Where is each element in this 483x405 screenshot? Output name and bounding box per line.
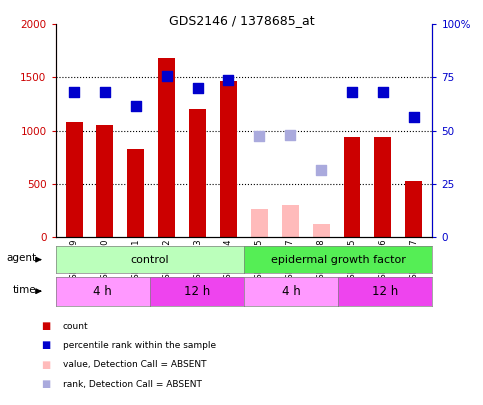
Point (70, 89, 78, 96)
Bar (158, 58, 175, 237)
Text: percentile rank within the sample: percentile rank within the sample (63, 341, 216, 350)
Point (317, 167, 325, 173)
Point (163, 73, 170, 80)
Bar (282, 205, 298, 237)
Text: GDS2146 / 1378685_at: GDS2146 / 1378685_at (169, 14, 314, 27)
Bar (66, 122, 83, 237)
Point (194, 85, 201, 91)
Bar (251, 209, 268, 237)
Point (101, 89, 109, 96)
Bar (313, 224, 329, 237)
Text: value, Detection Call = ABSENT: value, Detection Call = ABSENT (63, 360, 206, 369)
Text: control: control (130, 255, 169, 264)
Bar (128, 149, 144, 237)
Bar (405, 181, 422, 237)
Point (132, 103, 140, 109)
Text: rank, Detection Call = ABSENT: rank, Detection Call = ABSENT (63, 380, 202, 389)
Text: ■: ■ (41, 321, 50, 331)
Text: ■: ■ (41, 360, 50, 370)
Text: agent: agent (6, 253, 37, 263)
Bar (97, 125, 114, 237)
Point (256, 133, 263, 139)
Point (286, 132, 294, 138)
Text: ■: ■ (41, 379, 50, 389)
Text: 12 h: 12 h (372, 285, 398, 298)
Text: epidermal growth factor: epidermal growth factor (270, 255, 406, 264)
Point (225, 76, 232, 83)
Text: 12 h: 12 h (184, 285, 210, 298)
Point (379, 89, 387, 96)
Bar (189, 109, 206, 237)
Text: 4 h: 4 h (93, 285, 112, 298)
Point (348, 89, 356, 96)
Bar (374, 137, 391, 237)
Point (410, 113, 418, 120)
Text: 4 h: 4 h (282, 285, 300, 298)
Bar (220, 81, 237, 237)
Text: count: count (63, 322, 88, 330)
Text: time: time (13, 285, 37, 295)
Bar (343, 137, 360, 237)
Text: ■: ■ (41, 341, 50, 350)
